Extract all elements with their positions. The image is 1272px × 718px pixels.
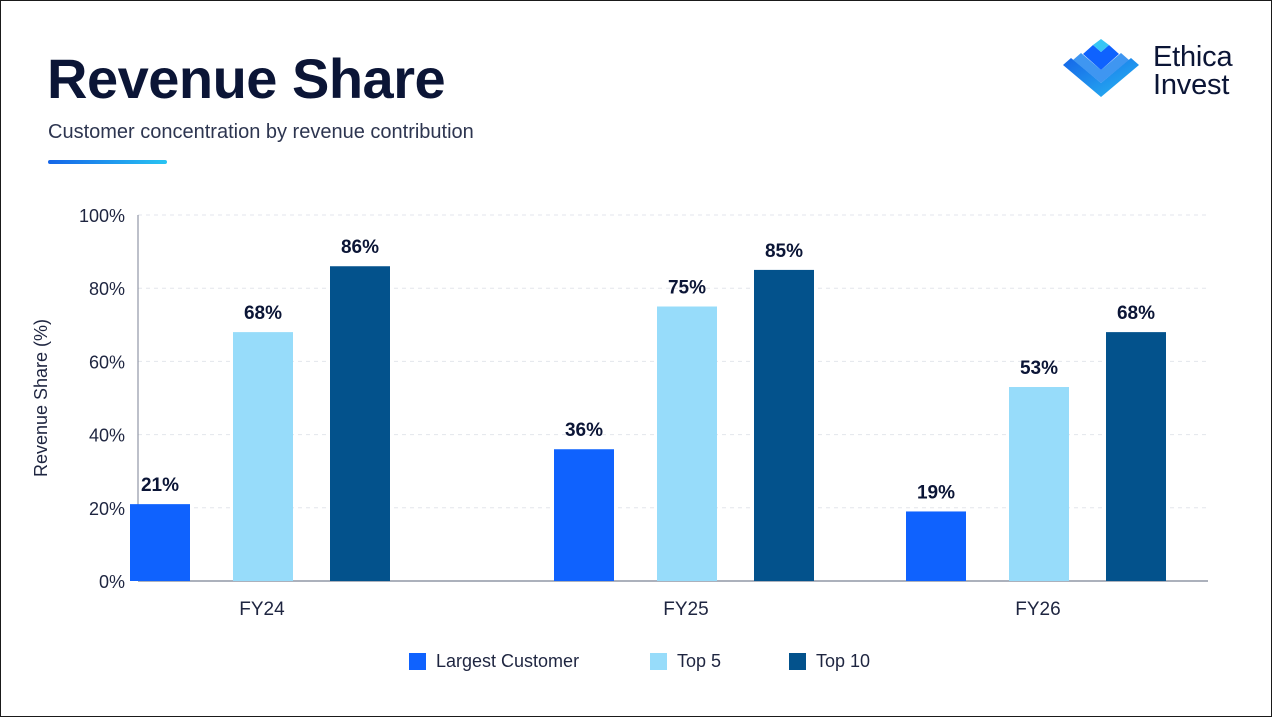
- bar-fy25-top-5: [657, 306, 717, 581]
- bar-value-label: 19%: [917, 482, 955, 503]
- bar-value-label: 21%: [141, 475, 179, 496]
- bar-value-label: 36%: [565, 420, 603, 441]
- y-tick-label: 100%: [79, 206, 125, 226]
- legend-item-top-5: Top 5: [650, 649, 721, 673]
- x-tick-label: FY26: [1015, 599, 1060, 620]
- brand-logo: Ethica Invest: [1061, 39, 1251, 103]
- legend-label: Top 5: [677, 650, 722, 671]
- bar-fy25-top-10: [754, 269, 814, 581]
- y-tick-label: 20%: [89, 499, 125, 519]
- x-tick-label: FY25: [663, 599, 708, 620]
- logo-wordmark: Ethica Invest: [1153, 41, 1233, 101]
- bar-value-label: 75%: [668, 278, 706, 299]
- bar-value-label: 86%: [341, 237, 379, 258]
- bar-value-label: 53%: [1020, 358, 1058, 379]
- legend-swatch: [409, 652, 426, 670]
- legend-item-largest-customer: Largest Customer: [409, 649, 579, 673]
- bar-fy26-largest-customer: [906, 511, 966, 581]
- y-axis-title: Revenue Share (%): [31, 319, 51, 477]
- bar-value-label: 85%: [765, 241, 803, 262]
- bar-fy25-largest-customer: [554, 449, 614, 581]
- legend-label: Top 10: [816, 650, 871, 671]
- bar-value-label: 68%: [1117, 303, 1155, 324]
- logo-line-1: Ethica: [1153, 41, 1233, 73]
- legend-swatch: [650, 652, 667, 670]
- x-tick-label: FY24: [239, 599, 285, 620]
- logo-line-2: Invest: [1153, 69, 1230, 101]
- bar-value-label: 68%: [244, 303, 282, 324]
- ethica-invest-logo-mark-icon: [1063, 39, 1139, 97]
- legend-swatch: [789, 652, 806, 670]
- title-accent-line: [48, 160, 167, 164]
- y-tick-label: 40%: [89, 426, 125, 446]
- bar-fy24-top-10: [330, 266, 390, 581]
- y-tick-label: 80%: [89, 279, 125, 299]
- bar-fy24-largest-customer: [130, 504, 190, 581]
- page-subtitle: Customer concentration by revenue contri…: [48, 121, 474, 143]
- bar-fy26-top-10: [1106, 332, 1166, 581]
- page-title: Revenue Share: [47, 47, 446, 110]
- legend-item-top-10: Top 10: [789, 649, 870, 673]
- chart-legend: Largest Customer Top 5 Top 10: [1, 649, 1272, 673]
- bar-fy26-top-5: [1009, 387, 1069, 581]
- y-tick-label: 0%: [99, 572, 125, 592]
- legend-label: Largest Customer: [436, 650, 580, 671]
- y-tick-label: 60%: [89, 352, 125, 372]
- bar-fy24-top-5: [233, 332, 293, 581]
